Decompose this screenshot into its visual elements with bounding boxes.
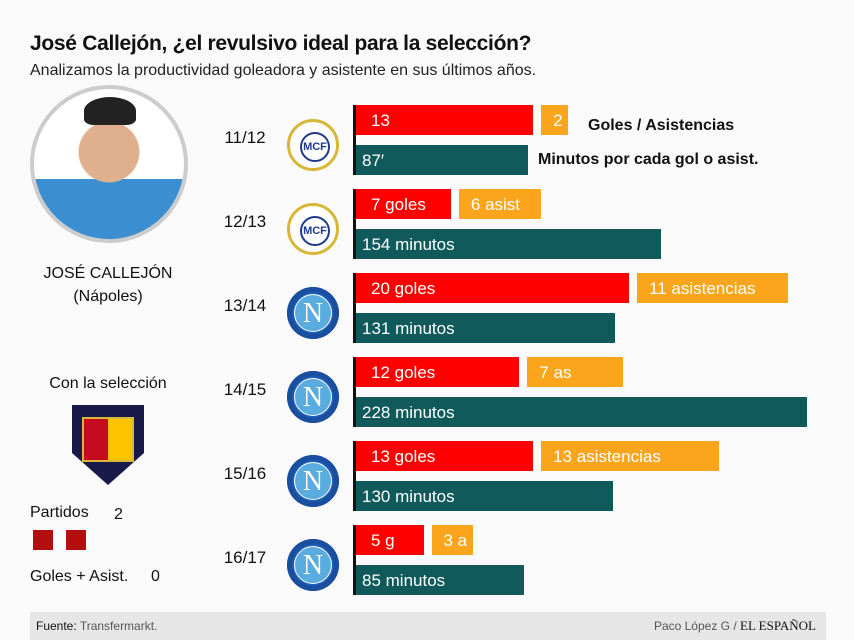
- minutes-bar: 154 minutos: [356, 229, 661, 259]
- match-square: [33, 530, 53, 550]
- assists-bar: 11 asistencias: [637, 273, 788, 303]
- player-photo: [30, 85, 188, 243]
- footer: Fuente: Transfermarkt. Paco López G / EL…: [30, 612, 826, 640]
- season-label: 16/17: [223, 548, 267, 567]
- assists-bar: 13 asistencias: [541, 441, 720, 471]
- ga-label: Goles + Asist.: [30, 568, 129, 585]
- source: Transfermarkt.: [79, 619, 158, 633]
- page-title: José Callejón, ¿el revulsivo ideal para …: [30, 32, 532, 55]
- player-club: (Nápoles): [73, 288, 143, 305]
- assists-bar: 2: [541, 105, 569, 135]
- national-heading: Con la selección: [49, 375, 167, 392]
- napoli-crest-icon: N: [287, 287, 339, 339]
- minutes-bar: 228 minutos: [356, 397, 808, 427]
- napoli-crest-icon: N: [287, 455, 339, 507]
- minutes-bar: 85 minutos: [356, 565, 525, 595]
- season-label: 13/14: [223, 296, 267, 315]
- brand-logo: EL ESPAÑOL: [740, 618, 816, 633]
- goals-bar: 13 goles: [356, 441, 534, 471]
- match-square: [66, 530, 86, 550]
- partidos-label: Partidos: [30, 504, 89, 521]
- player-name: JOSÉ CALLEJÓN: [43, 265, 173, 282]
- ga-value: 0: [151, 568, 160, 585]
- axis-line: [353, 357, 356, 427]
- goals-bar: 20 goles: [356, 273, 629, 303]
- assists-bar: 3 a: [431, 525, 473, 555]
- axis-line: [353, 189, 356, 259]
- napoli-crest-icon: N: [287, 539, 339, 591]
- axis-line: [353, 105, 356, 175]
- partidos-value: 2: [114, 506, 123, 523]
- minutes-bar: 87′: [356, 145, 529, 175]
- axis-line: [353, 273, 356, 343]
- napoli-crest-icon: N: [287, 371, 339, 423]
- real-madrid-crest-icon: MCF: [287, 119, 339, 171]
- minutes-bar: 130 minutos: [356, 481, 614, 511]
- assists-bar: 6 asist: [458, 189, 542, 219]
- season-label: 15/16: [223, 464, 267, 483]
- season-label: 12/13: [223, 212, 267, 231]
- author: Paco López G: [653, 619, 730, 633]
- source-label: Fuente:: [36, 619, 77, 633]
- goals-bar: 13: [356, 105, 534, 135]
- goals-bar: 7 goles: [356, 189, 451, 219]
- subtitle: Analizamos la productividad goleadora y …: [30, 62, 537, 79]
- season-label: 14/15: [223, 380, 267, 399]
- goals-bar: 12 goles: [356, 357, 520, 387]
- real-madrid-crest-icon: MCF: [287, 203, 339, 255]
- spain-crest-icon: [72, 405, 144, 485]
- goals-bar: 5 g: [356, 525, 424, 555]
- season-label: 11/12: [224, 128, 266, 147]
- assists-bar: 7 as: [527, 357, 624, 387]
- axis-line: [353, 441, 356, 511]
- legend-goals-assists: Goles / Asistencias: [588, 117, 735, 134]
- separator: /: [733, 619, 737, 633]
- axis-line: [353, 525, 356, 595]
- legend-minutes: Minutos por cada gol o asist.: [538, 151, 759, 168]
- minutes-bar: 131 minutos: [356, 313, 616, 343]
